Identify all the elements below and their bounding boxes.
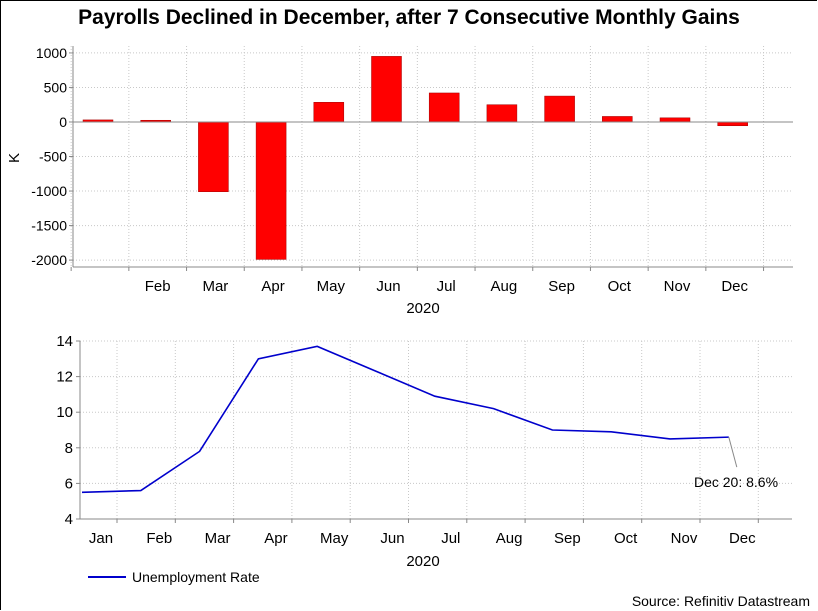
bar-xtick-label: Oct (608, 278, 632, 295)
bar-xtick-label: Apr (261, 278, 284, 295)
legend: Unemployment Rate (88, 569, 260, 585)
line-xtick-label: May (320, 530, 349, 547)
line-xtick-label: Aug (496, 530, 523, 547)
line-xtick-label: Sep (554, 530, 581, 547)
bar-jun (371, 56, 402, 123)
payrolls-bar-panel: 1000 500 0 -500 -1000 -1500 -2000 Feb Mar Apr May J… (6, 45, 793, 317)
bar-ytick-label: 500 (44, 79, 68, 95)
chart-title: Payrolls Declined in December, after 7 C… (78, 6, 740, 29)
bar-xtick-label: Aug (491, 278, 518, 295)
line-ytick-label: 8 (65, 440, 73, 457)
annotation-leader-line (728, 436, 738, 468)
bar-xaxis-title: 2020 (406, 300, 439, 317)
bar-aug (486, 104, 518, 123)
line-xtick-label: Mar (205, 530, 231, 547)
bar-dec (717, 121, 748, 127)
unemployment-rate-line (81, 345, 729, 494)
bar-oct (602, 116, 633, 123)
annotation-label: Dec 20: 8.6% (694, 474, 778, 490)
bar-mar (198, 121, 229, 192)
line-xtick-label: Jun (380, 530, 404, 547)
bar-xtick-label: May (317, 278, 346, 295)
bar-xtick-label: Dec (721, 278, 748, 295)
line-ytick-label: 10 (56, 404, 73, 421)
bar-ytick-label: -2000 (31, 252, 67, 268)
bar-xtick-label: Nov (664, 278, 691, 295)
line-xtick-label: Nov (671, 530, 698, 547)
line-xtick-label: Dec (729, 530, 756, 547)
bar-yaxis-title: K (6, 153, 23, 163)
source-note: Source: Refinitiv Datastream (631, 593, 810, 609)
bar-jul (428, 92, 460, 123)
line-xaxis-title: 2020 (406, 553, 439, 570)
line-ytick-label: 4 (65, 511, 73, 528)
line-xtick-label: Apr (264, 530, 287, 547)
unemployment-line-panel: 14 12 10 8 6 4 Jan Feb Mar Apr May Jun Jul Aug Sep Oct N… (56, 333, 792, 570)
bar-xtick-label: Mar (202, 278, 228, 295)
legend-label-unemployment: Unemployment Rate (132, 569, 260, 585)
legend-swatch-unemployment (88, 576, 126, 578)
bar-ytick-label: -1500 (31, 218, 67, 234)
line-ytick-label: 6 (65, 475, 73, 492)
line-xtick-label: Jul (441, 530, 460, 547)
line-ytick-label: 14 (56, 333, 73, 350)
bar-ytick-label: 0 (59, 114, 67, 130)
line-xtick-label: Jan (89, 530, 113, 547)
bar-sep (544, 95, 575, 123)
line-ytick-label: 12 (56, 369, 73, 386)
bar-nov (659, 117, 691, 123)
bar-ytick-label: -1000 (31, 183, 67, 199)
bar-xtick-label: Jun (376, 278, 400, 295)
bar-apr (255, 121, 287, 260)
bar-xtick-label: Feb (145, 278, 171, 295)
bar-ytick-label: -500 (39, 149, 67, 165)
bar-xtick-label: Sep (548, 278, 575, 295)
line-xtick-label: Feb (146, 530, 172, 547)
line-xtick-label: Oct (614, 530, 638, 547)
bar-may (313, 102, 345, 123)
bar-ytick-label: 1000 (36, 45, 67, 61)
bar-xtick-label: Jul (437, 278, 456, 295)
